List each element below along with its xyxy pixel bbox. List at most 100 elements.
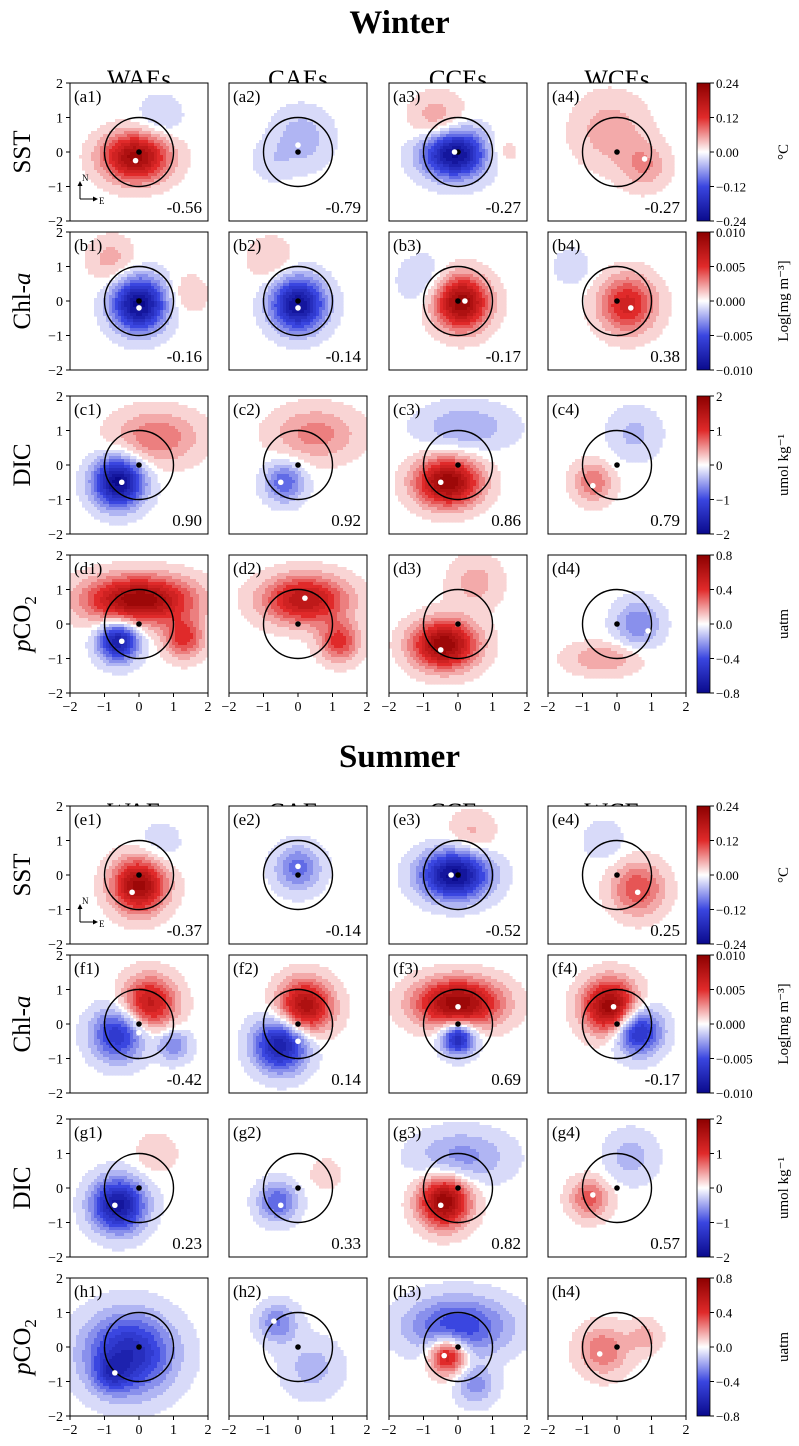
heat-cell [328, 298, 332, 302]
heat-cell [169, 107, 173, 111]
heat-cell [334, 325, 338, 329]
heat-cell [265, 158, 269, 162]
heat-cell [121, 149, 125, 153]
heat-cell [103, 164, 107, 168]
heat-cell [190, 286, 194, 290]
heat-cell [617, 146, 621, 150]
heat-cell [154, 182, 158, 186]
heat-cell [160, 289, 164, 293]
heat-cell [100, 301, 104, 305]
heat-cell [599, 125, 603, 129]
heat-cell [139, 179, 143, 183]
heat-cell [124, 143, 128, 147]
heat-cell [181, 158, 185, 162]
heat-cell [136, 343, 140, 347]
heat-cell [578, 128, 582, 132]
heat-cell [256, 268, 260, 272]
heat-cell [304, 131, 308, 135]
heat-cell [289, 295, 293, 299]
heat-cell [289, 271, 293, 275]
heat-cell [115, 179, 119, 183]
heat-cell [274, 328, 278, 332]
heat-cell [458, 170, 462, 174]
heat-cell [431, 107, 435, 111]
heat-cell [133, 343, 137, 347]
heat-cell [587, 92, 591, 96]
heat-cell [328, 316, 332, 320]
heat-cell [151, 346, 155, 350]
heat-cell [277, 250, 281, 254]
heat-cell [157, 182, 161, 186]
heat-cell [259, 295, 263, 299]
heat-cell [187, 301, 191, 305]
heat-cell [310, 328, 314, 332]
heat-cell [121, 122, 125, 126]
heat-cell [452, 188, 456, 192]
heat-cell [485, 128, 489, 132]
heat-cell [175, 167, 179, 171]
heat-cell [665, 176, 669, 180]
heat-cell [157, 337, 161, 341]
heat-cell [440, 173, 444, 177]
heat-cell [569, 119, 573, 123]
heat-cell [151, 185, 155, 189]
heat-cell [304, 343, 308, 347]
heat-cell [596, 125, 600, 129]
heat-cell [413, 271, 417, 275]
heat-cell [136, 316, 140, 320]
heat-cell [316, 277, 320, 281]
heat-cell [109, 146, 113, 150]
heat-cell [428, 167, 432, 171]
heat-cell [277, 310, 281, 314]
heat-cell [325, 331, 329, 335]
heat-cell [304, 140, 308, 144]
heat-cell [283, 286, 287, 290]
heat-cell [184, 164, 188, 168]
heat-cell [440, 104, 444, 108]
heat-cell [410, 101, 414, 105]
heat-cell [151, 152, 155, 156]
heat-cell [623, 140, 627, 144]
heat-cell [304, 295, 308, 299]
heat-cell [121, 313, 125, 317]
heat-cell [301, 304, 305, 308]
heat-cell [103, 182, 107, 186]
heat-cell [148, 164, 152, 168]
heat-cell [410, 122, 414, 126]
heat-cell [614, 95, 618, 99]
heat-cell [157, 340, 161, 344]
heat-cell [307, 316, 311, 320]
heat-cell [647, 158, 651, 162]
heat-cell [94, 137, 98, 141]
heat-cell [106, 325, 110, 329]
heat-cell [644, 176, 648, 180]
heat-cell [626, 143, 630, 147]
heat-cell [115, 286, 119, 290]
heat-cell [184, 158, 188, 162]
heat-cell [328, 122, 332, 126]
heat-cell [109, 128, 113, 132]
heat-cell [100, 268, 104, 272]
heat-cell [467, 191, 471, 195]
heat-cell [425, 167, 429, 171]
heat-cell [277, 119, 281, 123]
heat-cell [316, 131, 320, 135]
heat-cell [127, 250, 131, 254]
heat-cell [325, 295, 329, 299]
heat-cell [121, 292, 125, 296]
heat-cell [656, 128, 660, 132]
heat-cell [407, 289, 411, 293]
heat-cell [124, 298, 128, 302]
heat-cell [599, 101, 603, 105]
heat-cell [428, 185, 432, 189]
heat-cell [334, 322, 338, 326]
heat-cell [127, 179, 131, 183]
heat-cell [256, 271, 260, 275]
heat-cell [334, 140, 338, 144]
heat-cell [434, 101, 438, 105]
heat-cell [286, 256, 290, 260]
heat-cell [265, 310, 269, 314]
heat-cell [653, 167, 657, 171]
heat-cell [271, 337, 275, 341]
heat-cell [292, 128, 296, 132]
